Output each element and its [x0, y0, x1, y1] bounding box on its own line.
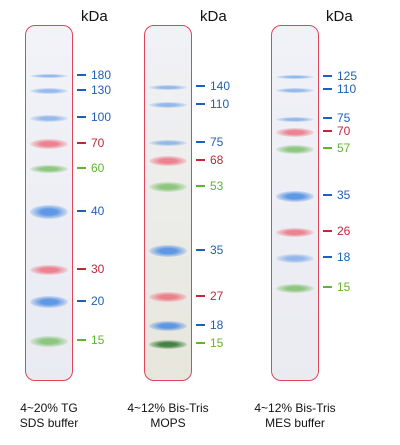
marker-tick-140: [196, 85, 205, 87]
marker-tick-40: [77, 210, 86, 212]
unit-label-lane-3: kDa: [326, 8, 353, 25]
marker-tick-20: [77, 300, 86, 302]
marker-label-75: 75: [210, 135, 224, 149]
lane-2-caption-line1: 4~12% Bis-Tris: [127, 401, 209, 415]
marker-label-15: 15: [210, 336, 224, 350]
gel-lane-2: [144, 25, 192, 381]
gel-lane-3: [271, 25, 319, 381]
protein-band-140: [149, 84, 187, 90]
marker-tick-15: [323, 286, 332, 288]
marker-label-70: 70: [337, 124, 351, 138]
marker-tick-110: [196, 103, 205, 105]
marker-label-110: 110: [210, 97, 230, 111]
marker-label-40: 40: [91, 204, 105, 218]
marker-tick-110: [323, 88, 332, 90]
marker-tick-15: [196, 342, 205, 344]
protein-band-68: [149, 156, 187, 166]
lane-2-caption-line2: MOPS: [150, 416, 186, 430]
gel-lane-1: [25, 25, 73, 381]
protein-band-27: [149, 292, 187, 302]
marker-label-125: 125: [337, 69, 358, 83]
marker-label-140: 140: [210, 79, 231, 93]
protein-band-20: [30, 296, 68, 308]
marker-label-27: 27: [210, 289, 224, 303]
marker-tick-30: [77, 268, 86, 270]
protein-band-125: [276, 75, 314, 79]
marker-label-20: 20: [91, 294, 105, 308]
marker-label-53: 53: [210, 179, 224, 193]
protein-band-30: [30, 265, 68, 275]
protein-band-18: [276, 253, 314, 263]
marker-label-26: 26: [337, 224, 351, 238]
unit-label-lane-2: kDa: [200, 8, 227, 25]
marker-tick-70: [77, 142, 86, 144]
protein-band-75: [276, 116, 314, 122]
protein-band-110: [276, 87, 314, 93]
protein-band-35: [149, 245, 187, 257]
lane-1-caption: 4~20% TG SDS buffer: [0, 401, 104, 431]
protein-band-15: [149, 339, 187, 349]
protein-band-15: [30, 335, 68, 347]
protein-band-70: [276, 127, 314, 137]
protein-band-110: [149, 102, 187, 108]
marker-tick-35: [323, 194, 332, 196]
marker-tick-60: [77, 167, 86, 169]
protein-band-70: [30, 139, 68, 149]
protein-band-26: [276, 227, 314, 237]
unit-label-lane-1: kDa: [81, 8, 108, 25]
marker-label-15: 15: [337, 280, 351, 294]
protein-band-35: [276, 190, 314, 202]
marker-label-68: 68: [210, 153, 224, 167]
marker-label-57: 57: [337, 141, 351, 155]
marker-label-35: 35: [210, 243, 224, 257]
marker-label-180: 180: [91, 68, 112, 82]
lane-3-caption-line1: 4~12% Bis-Tris: [254, 401, 336, 415]
protein-band-180: [30, 74, 68, 78]
protein-band-100: [30, 114, 68, 122]
protein-band-57: [276, 144, 314, 154]
protein-band-130: [30, 88, 68, 94]
marker-tick-18: [196, 324, 205, 326]
marker-label-110: 110: [337, 82, 357, 96]
protein-band-40: [30, 205, 68, 219]
marker-label-30: 30: [91, 262, 105, 276]
marker-label-35: 35: [337, 188, 351, 202]
marker-label-75: 75: [337, 111, 351, 125]
marker-tick-27: [196, 295, 205, 297]
marker-tick-100: [77, 116, 86, 118]
protein-band-75: [149, 140, 187, 146]
marker-tick-75: [196, 141, 205, 143]
protein-band-18: [149, 321, 187, 331]
marker-tick-68: [196, 159, 205, 161]
marker-label-60: 60: [91, 161, 105, 175]
marker-tick-130: [77, 89, 86, 91]
lane-3-caption: 4~12% Bis-Tris MES buffer: [240, 401, 350, 431]
protein-band-15: [276, 283, 314, 293]
marker-tick-15: [77, 339, 86, 341]
marker-tick-18: [323, 256, 332, 258]
lane-3-caption-line2: MES buffer: [265, 416, 325, 430]
marker-tick-35: [196, 249, 205, 251]
marker-tick-125: [323, 75, 332, 77]
marker-label-70: 70: [91, 136, 105, 150]
marker-label-18: 18: [337, 250, 351, 264]
lane-1-caption-line1: 4~20% TG: [20, 401, 78, 415]
protein-band-53: [149, 182, 187, 192]
marker-tick-53: [196, 185, 205, 187]
marker-tick-75: [323, 117, 332, 119]
marker-tick-57: [323, 147, 332, 149]
protein-band-60: [30, 165, 68, 173]
marker-label-18: 18: [210, 318, 224, 332]
marker-tick-26: [323, 230, 332, 232]
marker-label-100: 100: [91, 110, 112, 124]
marker-label-15: 15: [91, 333, 105, 347]
marker-tick-70: [323, 130, 332, 132]
lane-2-caption: 4~12% Bis-Tris MOPS: [113, 401, 223, 431]
marker-label-130: 130: [91, 83, 112, 97]
marker-tick-180: [77, 74, 86, 76]
lane-1-caption-line2: SDS buffer: [19, 416, 79, 430]
